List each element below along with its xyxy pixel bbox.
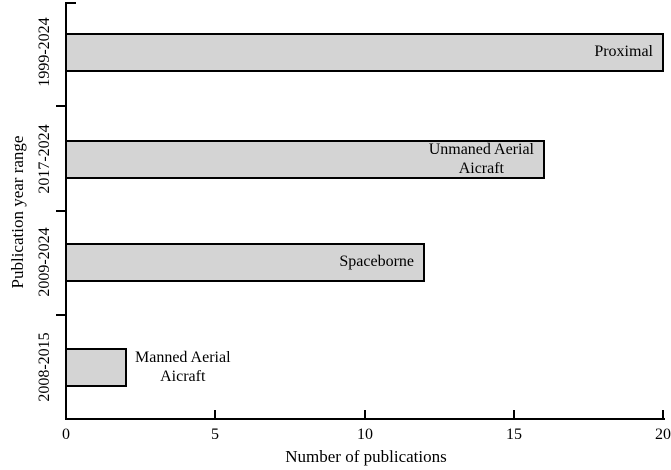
bar xyxy=(65,243,425,282)
y-axis xyxy=(65,2,67,420)
y-tick xyxy=(56,105,65,107)
bar-label-text: Spaceborne xyxy=(339,253,414,271)
x-axis xyxy=(65,418,665,420)
bar-label-text: Unmaned Aerial Aicraft xyxy=(428,141,534,177)
x-tick-label: 0 xyxy=(62,426,70,443)
y-axis-title: Publication year range xyxy=(8,135,27,289)
bar-label-text: Proximal xyxy=(594,43,653,61)
bar-label: Unmaned Aerial Aicraft xyxy=(65,140,534,179)
x-axis-title: Number of publications xyxy=(285,447,447,466)
bar-label: Spaceborne xyxy=(65,243,414,282)
y-tick-label: 2009-2024 xyxy=(36,227,53,297)
x-tick-label: 20 xyxy=(655,426,671,443)
x-tick xyxy=(214,410,216,418)
y-tick xyxy=(56,210,65,212)
y-axis-end-tick xyxy=(67,2,76,4)
y-tick-label: 2008-2015 xyxy=(36,332,53,402)
x-tick-label: 15 xyxy=(506,426,522,443)
bar xyxy=(65,140,545,179)
bar xyxy=(65,348,127,387)
y-tick-label: 1999-2024 xyxy=(36,17,53,87)
bar-label-text: Manned Aerial Aicraft xyxy=(135,349,231,385)
y-tick-label: 2017-2024 xyxy=(36,124,53,194)
x-tick-label: 10 xyxy=(357,426,373,443)
bar-label: Proximal xyxy=(65,33,653,72)
bar-label: Manned Aerial Aicraft xyxy=(135,348,265,387)
y-tick xyxy=(56,314,65,316)
x-tick xyxy=(513,410,515,418)
bar xyxy=(65,33,664,72)
x-tick-label: 5 xyxy=(211,426,219,443)
x-tick xyxy=(662,410,664,418)
x-tick xyxy=(364,410,366,418)
